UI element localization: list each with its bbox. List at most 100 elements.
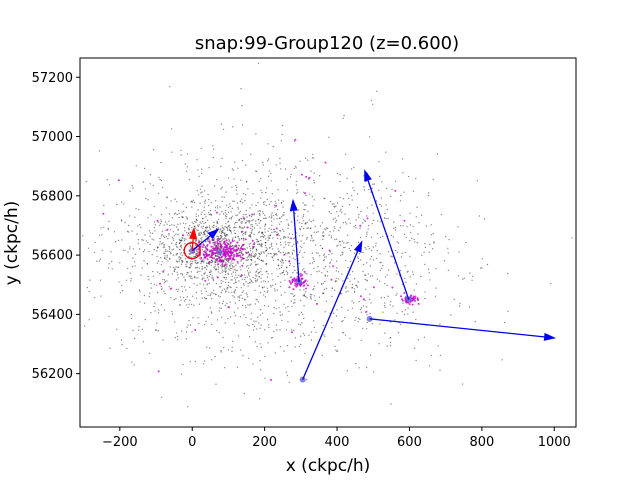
particle-point — [179, 304, 181, 306]
particle-point — [279, 229, 281, 232]
particle-point — [267, 158, 270, 160]
particle-point — [312, 257, 314, 259]
particle-point — [176, 335, 179, 338]
particle-point — [258, 180, 260, 182]
particle-point — [424, 263, 426, 266]
particle-point — [366, 215, 368, 217]
particle-point — [359, 309, 362, 311]
particle-point — [158, 176, 160, 179]
particle-point — [224, 274, 227, 276]
particle-point — [396, 251, 399, 253]
particle-point — [235, 244, 237, 246]
particle-point — [188, 178, 191, 181]
particle-point — [286, 189, 289, 191]
particle-point — [266, 248, 268, 250]
particle-point — [222, 229, 224, 232]
particle-point — [333, 230, 335, 232]
particle-point — [160, 220, 163, 223]
particle-point — [236, 221, 238, 224]
particle-point — [345, 286, 348, 288]
particle-point — [248, 304, 251, 306]
particle-point — [171, 249, 173, 251]
particle-point — [351, 283, 354, 286]
particle-point — [281, 319, 283, 322]
particle-point — [196, 219, 198, 222]
particle-point — [341, 306, 343, 309]
particle-point — [260, 220, 262, 222]
particle-point — [256, 224, 258, 226]
particle-point — [342, 252, 344, 254]
member-point — [200, 257, 203, 259]
particle-point — [298, 345, 301, 348]
particle-point — [256, 279, 258, 282]
particle-point — [172, 248, 175, 250]
particle-point — [247, 304, 249, 306]
particle-point — [386, 345, 388, 347]
particle-point — [329, 251, 331, 253]
particle-point — [435, 268, 437, 270]
particle-point — [394, 249, 397, 252]
particle-point — [183, 300, 186, 302]
particle-point — [405, 236, 407, 238]
particle-point — [175, 266, 177, 268]
particle-point — [139, 223, 141, 226]
particle-point — [211, 275, 213, 277]
particle-point — [185, 338, 188, 340]
particle-point — [366, 231, 368, 233]
particle-point — [164, 255, 166, 257]
particle-point — [213, 292, 215, 295]
particle-point — [261, 312, 264, 314]
particle-point — [224, 271, 227, 273]
particle-point — [265, 249, 268, 252]
particle-point — [259, 291, 262, 294]
member-point — [208, 250, 211, 253]
particle-point — [218, 310, 220, 312]
particle-point — [279, 346, 282, 348]
particle-point — [341, 254, 344, 256]
particle-point — [232, 340, 234, 343]
particle-point — [195, 239, 198, 241]
particle-point — [248, 245, 251, 248]
particle-point — [133, 337, 136, 340]
particle-point — [386, 208, 388, 211]
particle-point — [384, 302, 386, 304]
particle-point — [255, 249, 258, 251]
particle-point — [232, 262, 234, 264]
particle-point — [244, 274, 246, 276]
particle-point — [305, 283, 307, 285]
particle-point — [236, 193, 238, 195]
particle-point — [258, 231, 261, 233]
particle-point — [478, 215, 480, 217]
particle-point — [222, 213, 225, 215]
particle-point — [302, 227, 305, 230]
particle-point — [225, 241, 227, 243]
particle-point — [409, 255, 411, 257]
particle-point — [207, 316, 210, 318]
particle-point — [197, 317, 199, 319]
particle-point — [184, 230, 186, 232]
particle-point — [366, 314, 368, 316]
particle-point — [208, 166, 210, 169]
particle-point — [274, 352, 276, 354]
particle-point — [234, 271, 237, 273]
particle-point — [250, 236, 252, 238]
particle-point — [251, 225, 254, 228]
particle-point — [252, 323, 254, 326]
member-point — [405, 301, 408, 304]
particle-point — [156, 247, 159, 249]
particle-point — [339, 226, 341, 229]
particle-point — [346, 177, 348, 179]
particle-point — [232, 126, 234, 128]
particle-point — [294, 258, 296, 261]
particle-point — [180, 299, 182, 301]
particle-point — [265, 238, 267, 240]
particle-point — [245, 266, 248, 268]
particle-point — [362, 263, 365, 266]
member-point — [299, 272, 302, 275]
particle-point — [224, 215, 226, 217]
member-point — [239, 254, 242, 257]
member-point — [251, 213, 254, 216]
particle-point — [259, 253, 261, 256]
particle-point — [261, 192, 263, 194]
y-tick-label: 56200 — [32, 367, 73, 382]
